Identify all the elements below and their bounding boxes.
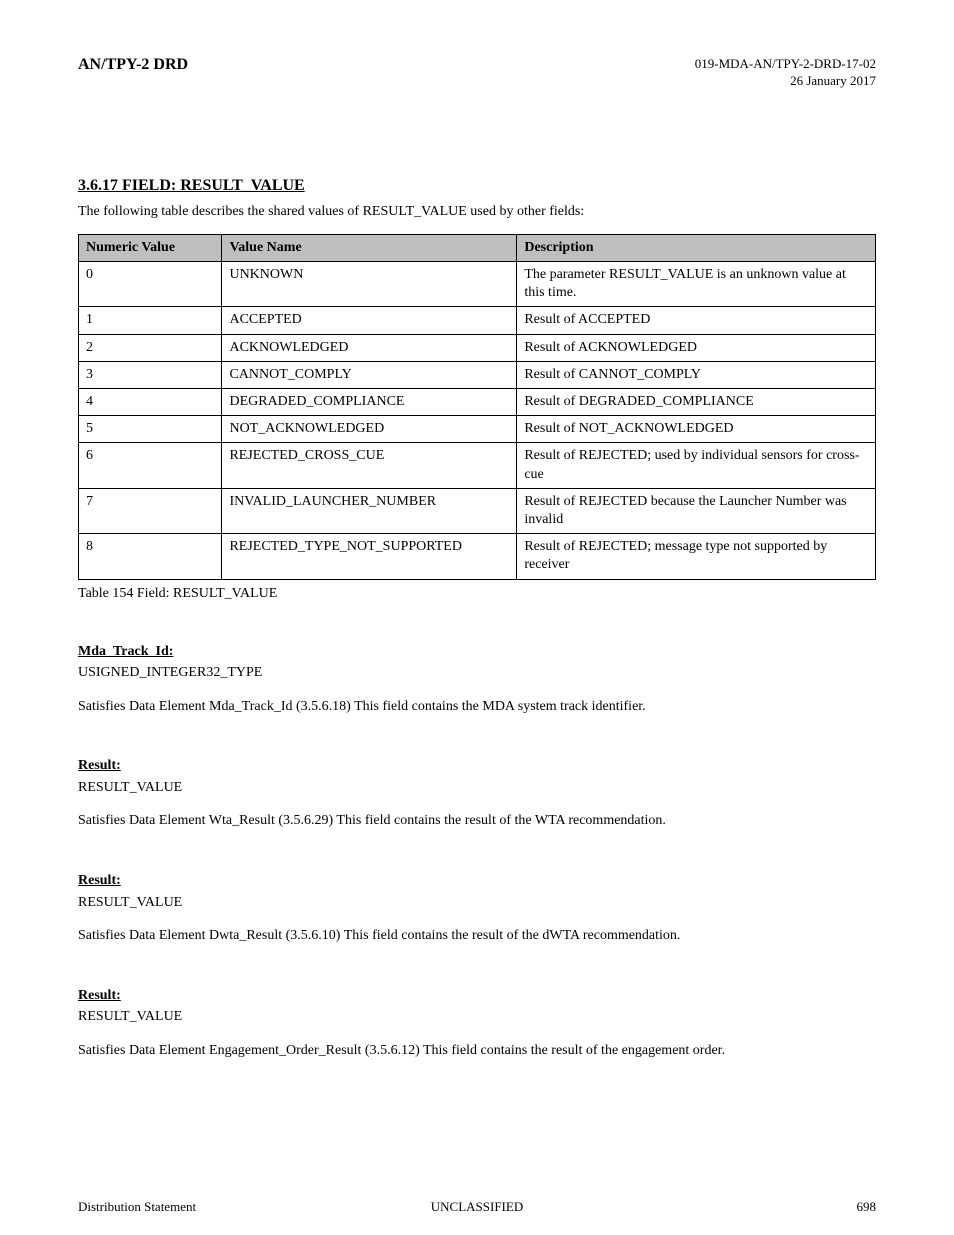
field-desc: Satisfies Data Element Mda_Track_Id (3.5…	[78, 697, 876, 717]
doc-title: AN/TPY-2 DRD	[78, 56, 188, 74]
field-desc: Satisfies Data Element Dwta_Result (3.5.…	[78, 926, 876, 946]
table-cell: 4	[79, 389, 222, 416]
table-row: 5NOT_ACKNOWLEDGEDResult of NOT_ACKNOWLED…	[79, 416, 876, 443]
col-header: Numeric Value	[79, 234, 222, 261]
doc-number: 019-MDA-AN/TPY-2-DRD-17-02	[695, 56, 876, 73]
col-header: Description	[517, 234, 876, 261]
table-cell: ACCEPTED	[222, 307, 517, 334]
table-cell: 6	[79, 443, 222, 488]
table-cell: 1	[79, 307, 222, 334]
field-type: USIGNED_INTEGER32_TYPE	[78, 663, 876, 683]
table-row: 2ACKNOWLEDGEDResult of ACKNOWLEDGED	[79, 334, 876, 361]
doc-date: 26 January 2017	[695, 73, 876, 90]
table-cell: Result of REJECTED because the Launcher …	[517, 488, 876, 533]
footer-center: UNCLASSIFIED	[78, 1199, 876, 1215]
table-cell: 7	[79, 488, 222, 533]
table-cell: Result of DEGRADED_COMPLIANCE	[517, 389, 876, 416]
table-cell: INVALID_LAUNCHER_NUMBER	[222, 488, 517, 533]
field-type: RESULT_VALUE	[78, 1007, 876, 1027]
field-block: Result:RESULT_VALUE Satisfies Data Elemen…	[78, 756, 876, 831]
table-cell: Result of ACCEPTED	[517, 307, 876, 334]
result-value-table: Numeric Value Value Name Description 0UN…	[78, 234, 876, 580]
table-cell: Result of ACKNOWLEDGED	[517, 334, 876, 361]
table-row: 1ACCEPTEDResult of ACCEPTED	[79, 307, 876, 334]
field-name: Mda_Track_Id:	[78, 642, 876, 662]
section-intro: The following table describes the shared…	[78, 203, 876, 222]
field-block: Result:RESULT_VALUE Satisfies Data Elemen…	[78, 871, 876, 946]
table-cell: 8	[79, 534, 222, 579]
table-cell: REJECTED_CROSS_CUE	[222, 443, 517, 488]
table-row: 0UNKNOWNThe parameter RESULT_VALUE is an…	[79, 262, 876, 307]
table-cell: 5	[79, 416, 222, 443]
doc-header: 019-MDA-AN/TPY-2-DRD-17-02 26 January 20…	[695, 56, 876, 90]
table-cell: 2	[79, 334, 222, 361]
field-name: Result:	[78, 871, 876, 891]
table-row: 8REJECTED_TYPE_NOT_SUPPORTEDResult of RE…	[79, 534, 876, 579]
section-heading: 3.6.17 FIELD: RESULT_VALUE	[78, 177, 876, 195]
field-type: RESULT_VALUE	[78, 778, 876, 798]
table-cell: The parameter RESULT_VALUE is an unknown…	[517, 262, 876, 307]
field-type: RESULT_VALUE	[78, 893, 876, 913]
field-desc: Satisfies Data Element Engagement_Order_…	[78, 1041, 876, 1061]
field-block: Result:RESULT_VALUE Satisfies Data Elemen…	[78, 986, 876, 1061]
table-cell: CANNOT_COMPLY	[222, 361, 517, 388]
main-content: 3.6.17 FIELD: RESULT_VALUE The following…	[78, 177, 876, 1061]
table-row: 7INVALID_LAUNCHER_NUMBERResult of REJECT…	[79, 488, 876, 533]
table-row: 6REJECTED_CROSS_CUEResult of REJECTED; u…	[79, 443, 876, 488]
field-desc: Satisfies Data Element Wta_Result (3.5.6…	[78, 811, 876, 831]
table-cell: Result of REJECTED; used by individual s…	[517, 443, 876, 488]
table-cell: 0	[79, 262, 222, 307]
table-row: 4DEGRADED_COMPLIANCEResult of DEGRADED_C…	[79, 389, 876, 416]
table-cell: Result of NOT_ACKNOWLEDGED	[517, 416, 876, 443]
field-block: Mda_Track_Id:USIGNED_INTEGER32_TYPE Satis…	[78, 642, 876, 717]
table-cell: DEGRADED_COMPLIANCE	[222, 389, 517, 416]
table-cell: REJECTED_TYPE_NOT_SUPPORTED	[222, 534, 517, 579]
table-header-row: Numeric Value Value Name Description	[79, 234, 876, 261]
col-header: Value Name	[222, 234, 517, 261]
field-name: Result:	[78, 756, 876, 776]
footer-right: 698	[857, 1199, 877, 1215]
table-row: 3CANNOT_COMPLYResult of CANNOT_COMPLY	[79, 361, 876, 388]
table-cell: UNKNOWN	[222, 262, 517, 307]
table-cell: 3	[79, 361, 222, 388]
table-caption: Table 154 Field: RESULT_VALUE	[78, 586, 876, 602]
field-name: Result:	[78, 986, 876, 1006]
table-cell: Result of CANNOT_COMPLY	[517, 361, 876, 388]
table-cell: NOT_ACKNOWLEDGED	[222, 416, 517, 443]
table-cell: ACKNOWLEDGED	[222, 334, 517, 361]
table-cell: Result of REJECTED; message type not sup…	[517, 534, 876, 579]
